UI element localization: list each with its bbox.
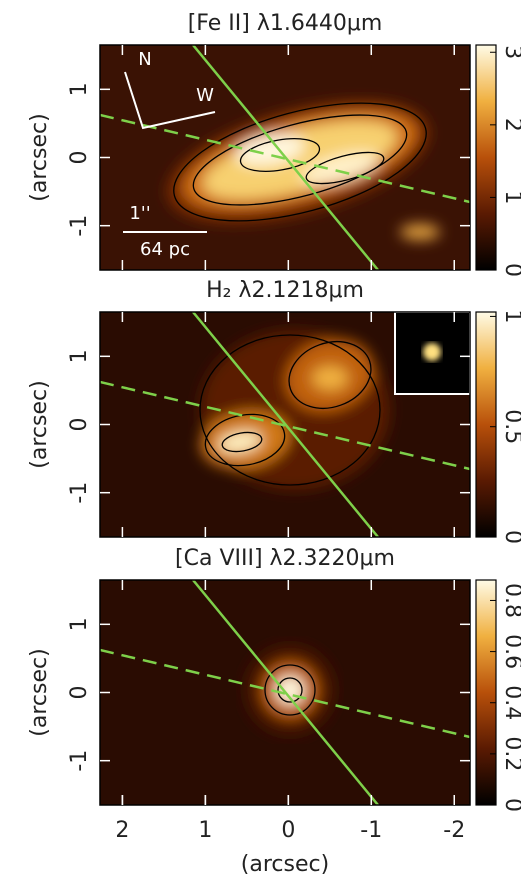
x-tick-label: -2 [443, 818, 465, 843]
annotation: W [196, 85, 214, 106]
y-label: (arcsec) [27, 113, 52, 201]
y-tick-label: 1 [67, 617, 92, 631]
panel-title: [Ca VIII] λ2.3220μm [175, 546, 395, 571]
colorbar-tick-label: 0.2 [500, 736, 521, 771]
x-tick-label: 1 [198, 818, 212, 843]
panel-title: H₂ λ2.1218μm [206, 278, 364, 303]
colorbar-tick-label: 0.6 [500, 634, 521, 669]
contour [192, 114, 408, 206]
image [100, 45, 470, 270]
colorbar-tick-label: 0.8 [500, 583, 521, 618]
colorbar [475, 44, 497, 271]
x-tick-label: 2 [115, 818, 129, 843]
colorbar [475, 579, 497, 806]
compass [124, 71, 216, 130]
y-tick-label: 0 [67, 686, 92, 700]
annotation: N [138, 49, 151, 70]
image [100, 580, 470, 805]
colorbar [475, 311, 497, 538]
axis-line-dashed [100, 648, 470, 739]
y-tick-label: 1 [67, 82, 92, 96]
axis-line-dashed [100, 113, 470, 204]
panel-title: [Fe II] λ1.6440μm [188, 11, 383, 36]
contour [199, 334, 381, 486]
colorbar-tick-label: 1 [500, 190, 521, 204]
contour [288, 341, 372, 409]
y-label: (arcsec) [27, 380, 52, 468]
annotation: 1'' [129, 203, 150, 224]
x-tick-label: -1 [360, 818, 382, 843]
emission-blob [203, 121, 397, 199]
emission-blob [301, 151, 379, 185]
axis-line [192, 580, 379, 805]
panel: [Fe II] λ1.6440μm (arcsec) -1 0 1 0 1 2 3 N W 1'' 64… [27, 11, 521, 277]
image [100, 312, 470, 537]
annotation: 64 pc [140, 239, 190, 260]
y-tick-label: 0 [67, 418, 92, 432]
colorbar-tick-label: 2 [500, 118, 521, 132]
colorbar-tick-label: 0 [500, 530, 521, 544]
axis-line [192, 45, 379, 270]
inset-source [423, 343, 441, 361]
contour [239, 138, 321, 172]
x-label: (arcsec) [241, 852, 329, 877]
emission-blob [400, 224, 440, 240]
panel: [Ca VIII] λ2.3220μm (arcsec) -1 0 1 2 1 0 -1 -2 (a… [27, 546, 521, 877]
contour [305, 151, 385, 185]
colorbar-tick-label: 0.4 [500, 685, 521, 720]
y-tick-label: -1 [67, 482, 92, 504]
colorbar-tick-label: 0 [500, 798, 521, 812]
colorbar-tick-label: 0 [500, 263, 521, 277]
y-tick-label: -1 [67, 750, 92, 772]
y-tick-label: -1 [67, 215, 92, 237]
axis-line-dashed [100, 380, 470, 471]
panel: H₂ λ2.1218μm (arcsec) -1 0 1 0 0.5 1 [27, 278, 521, 544]
y-tick-label: 0 [67, 151, 92, 165]
emission-blob [312, 366, 348, 390]
emission [245, 645, 335, 735]
contour [277, 677, 303, 703]
colorbar-tick-label: 1 [500, 309, 521, 323]
axis-line [192, 312, 379, 537]
x-tick-label: 0 [281, 818, 295, 843]
y-tick-label: 1 [67, 349, 92, 363]
contour [264, 664, 316, 716]
colorbar-tick-label: 3 [500, 45, 521, 59]
colorbar-tick-label: 0.5 [500, 409, 521, 444]
y-label: (arcsec) [27, 648, 52, 736]
contour [173, 102, 427, 222]
contour [221, 431, 263, 453]
